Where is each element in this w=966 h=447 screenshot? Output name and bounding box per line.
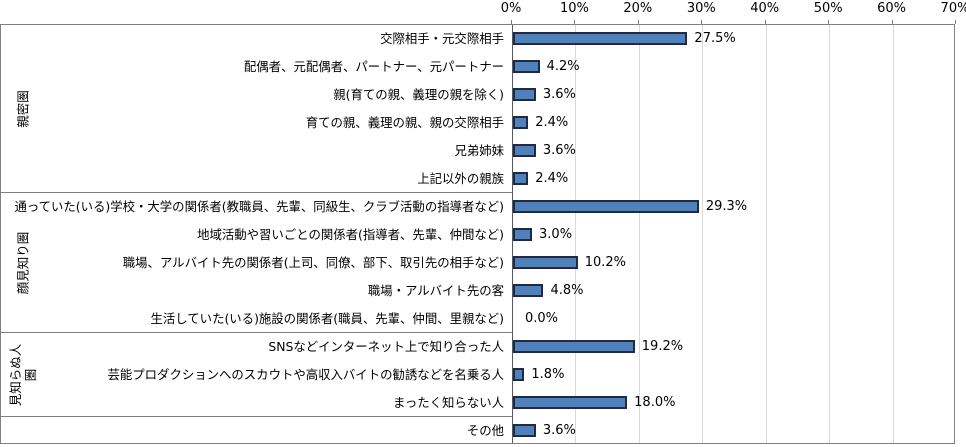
x-axis-tick-label: 0% [500, 1, 522, 16]
chart-row: まったく知らない人 18.0% [1, 389, 954, 417]
group-separator-line [1, 332, 512, 333]
group-separator-line [1, 416, 512, 417]
bar [513, 368, 525, 381]
value-label: 4.2% [546, 59, 580, 74]
x-axis-tick-mark [701, 20, 703, 24]
chart-row: 芸能プロダクションへのスカウトや高収入バイトの勧誘などを名乗る人 1.8% [1, 361, 954, 389]
bar [513, 284, 544, 297]
bar [513, 60, 540, 73]
chart-row: 職場、アルバイト先の関係者(上司、同僚、部下、取引先の相手など) 10.2% [1, 249, 954, 277]
chart-row: 地域活動や習いごとの関係者(指導者、先輩、仲間など) 3.0% [1, 221, 954, 249]
category-label: 交際相手・元交際相手 [380, 31, 504, 46]
bar [513, 228, 533, 241]
value-label: 10.2% [584, 255, 626, 270]
chart-row: 交際相手・元交際相手 27.5% [1, 25, 954, 53]
group-label: 親密圏 [16, 90, 31, 128]
group-label-line: 圏 [23, 368, 38, 382]
x-axis-tick-mark [511, 20, 512, 24]
chart-row: 通っていた(いる)学校・大学の関係者(教職員、先輩、同級生、クラブ活動の指導者な… [1, 193, 954, 221]
chart-row: 兄弟姉妹 3.6% [1, 137, 954, 165]
gridline [892, 25, 894, 443]
x-axis-tick-mark [955, 20, 956, 24]
x-axis-tick-mark [891, 20, 893, 24]
category-label: 親(育ての親、義理の親を除く) [333, 87, 504, 102]
category-label: 上記以外の親族 [417, 171, 504, 186]
value-label: 1.8% [531, 367, 565, 382]
gridline [638, 25, 640, 443]
bar [513, 172, 529, 185]
gridline [575, 25, 577, 443]
value-label: 3.6% [542, 87, 576, 102]
chart-row: 配偶者、元配偶者、パートナー、元パートナー 4.2% [1, 53, 954, 81]
x-axis-tick-label: 30% [686, 1, 716, 16]
value-label: 2.4% [535, 115, 569, 130]
value-label: 0.0% [525, 311, 559, 326]
x-axis-tick-mark [637, 20, 639, 24]
category-label: 配偶者、元配偶者、パートナー、元パートナー [243, 59, 504, 74]
x-axis-tick-mark [764, 20, 766, 24]
value-label: 29.3% [705, 199, 748, 214]
chart-row: SNSなどインターネット上で知り合った人 19.2% [1, 333, 954, 361]
category-label: まったく知らない人 [392, 395, 504, 410]
group-label-line: 顔見知り圏 [15, 231, 31, 295]
bar [513, 200, 699, 213]
bar [513, 32, 688, 45]
category-label: 育ての親、義理の親、親の交際相手 [305, 115, 504, 130]
category-label: 地域活動や習いごとの関係者(指導者、先輩、仲間など) [197, 227, 504, 242]
chart-row: 上記以外の親族 2.4% [1, 165, 954, 193]
value-label: 2.4% [535, 171, 569, 186]
group-separator-line [1, 192, 512, 193]
group-label-line: 親密圏 [15, 90, 31, 128]
category-label: 芸能プロダクションへのスカウトや高収入バイトの勧誘などを名乗る人 [107, 367, 505, 382]
x-axis-tick-label: 10% [559, 1, 589, 16]
bar [513, 396, 628, 409]
x-axis-tick-label: 20% [623, 1, 653, 16]
chart-row: 職場・アルバイト先の客 4.8% [1, 277, 954, 305]
chart-row: 親(育ての親、義理の親を除く) 3.6% [1, 81, 954, 109]
category-axis-line [512, 25, 513, 443]
chart-row: その他 3.6% [1, 417, 954, 445]
category-label: その他 [466, 423, 504, 438]
x-axis-tick-mark [574, 20, 576, 24]
group-label: 見知らぬ人圏 [8, 344, 38, 407]
gridline [702, 25, 704, 443]
value-label: 3.0% [539, 227, 573, 242]
value-label: 3.6% [542, 143, 576, 158]
gridline [829, 25, 831, 443]
category-label: 通っていた(いる)学校・大学の関係者(教職員、先輩、同級生、クラブ活動の指導者な… [14, 199, 504, 214]
bar [513, 144, 536, 157]
chart-row: 生活していた(いる)施設の関係者(職員、先輩、仲間、里親など) 0.0% [1, 305, 954, 333]
x-axis-tick-label: 70% [940, 1, 966, 16]
x-axis-tick-label: 60% [877, 1, 907, 16]
bar [513, 340, 635, 353]
bar [513, 424, 536, 437]
value-label: 27.5% [694, 31, 736, 46]
x-axis-tick-mark [828, 20, 830, 24]
plot-table: 交際相手・元交際相手 27.5% 配偶者、元配偶者、パートナー、元パートナー 4.2%… [0, 24, 955, 444]
bar [513, 256, 578, 269]
value-label: 3.6% [542, 423, 576, 438]
group-label-line: 見知らぬ人 [8, 343, 23, 407]
category-label: 兄弟姉妹 [454, 143, 504, 158]
group-label: 顔見知り圏 [16, 232, 31, 295]
category-label: 生活していた(いる)施設の関係者(職員、先輩、仲間、里親など) [150, 311, 504, 326]
x-axis-tick-label: 40% [750, 1, 780, 16]
value-label: 18.0% [634, 395, 676, 410]
gridline [765, 25, 767, 443]
value-label: 19.2% [641, 339, 684, 354]
bar [513, 88, 536, 101]
bar [513, 116, 529, 129]
x-axis-tick-label: 50% [813, 1, 843, 16]
category-label: 職場・アルバイト先の客 [367, 283, 504, 298]
category-label: 職場、アルバイト先の関係者(上司、同僚、部下、取引先の相手など) [122, 255, 504, 270]
value-label: 4.8% [550, 283, 584, 298]
chart-row: 育ての親、義理の親、親の交際相手 2.4% [1, 109, 954, 137]
category-label: SNSなどインターネット上で知り合った人 [268, 339, 504, 354]
